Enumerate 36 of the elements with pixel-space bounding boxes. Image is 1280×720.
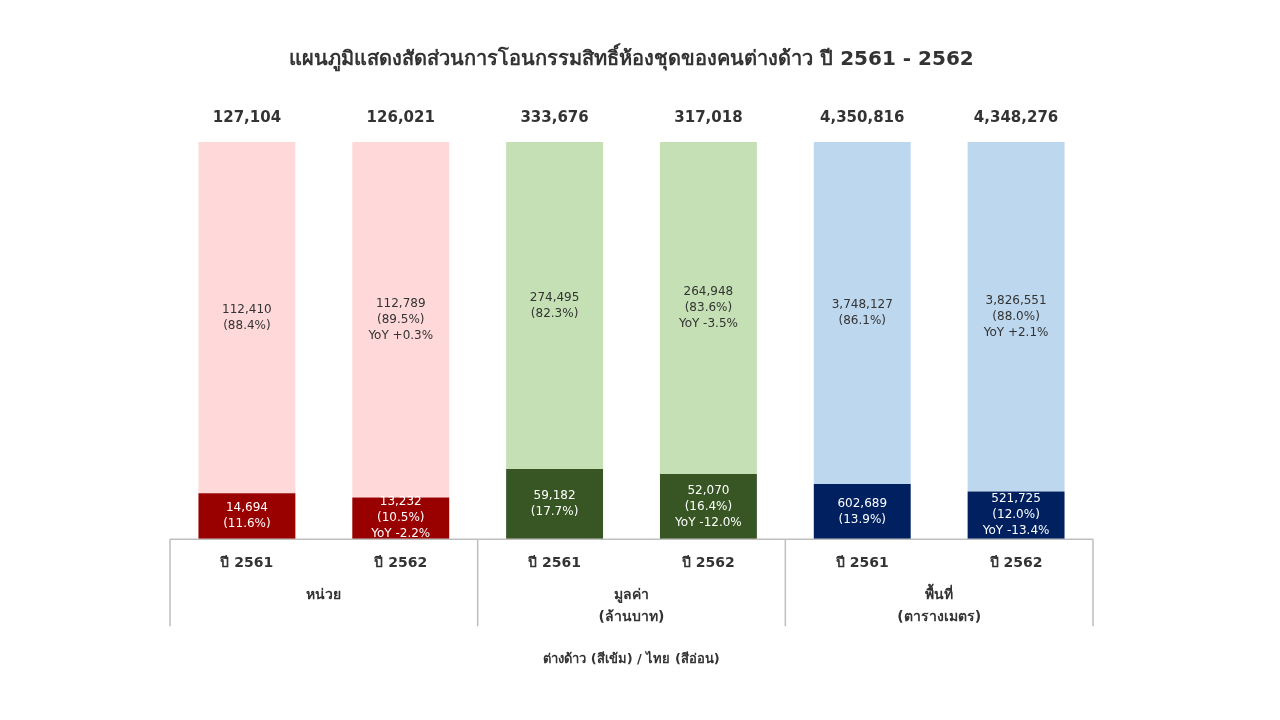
data-label: 112,410 (88.4%) [222,301,272,332]
data-label: 13,232 (10.5%) YoY -2.2% [370,494,431,541]
data-label: 274,495 (82.3%) [529,289,580,320]
x-tick-label: ปี 2561 [219,554,274,571]
bar [506,468,604,540]
text: 4,350,816 [820,107,905,126]
x-tick-label: ปี 2562 [988,554,1043,571]
x-tick-label: ปี 2562 [373,554,428,571]
data-label: 3,826,551 (88.0%) YoY +2.1% [982,292,1049,339]
x-tick-label: ปี 2561 [527,554,582,571]
data-label: 264,948 (83.6%) YoY -3.5% [677,284,738,331]
bar [352,142,450,498]
bar [813,142,911,484]
text: มูลค่า (ล้านบาท) [598,585,665,624]
text: หน่วย [306,585,342,602]
text: 333,676 [520,107,589,126]
text: 126,021 [366,107,435,126]
data-label: 602,689 (13.9%) [837,495,888,526]
bar [967,142,1065,492]
bar [659,142,757,475]
x-tick-label: ปี 2561 [834,554,889,571]
data-label: 521,725 (12.0%) YoY -13.4% [981,491,1050,538]
data-label: 112,789 (89.5%) YoY +0.3% [367,295,434,342]
text: 127,104 [212,107,282,126]
data-label: 59,182 (17.7%) [530,488,579,519]
data-label: 3,748,127 (86.1%) [831,297,893,328]
x-tick-label: ปี 2562 [680,554,735,571]
text: พื้นที่ (ตารางเมตร) [897,582,982,624]
data-label: 14,694 (11.6%) [223,500,271,531]
bar [506,142,604,469]
bar [198,142,296,494]
text: 4,348,276 [973,107,1059,126]
data-label: 52,070 (16.4%) YoY -12.0% [674,482,742,529]
text: ต่างด้าว (สีเข้ม) / ไทย (สีอ่อน) [543,649,720,666]
text: 317,018 [674,107,743,126]
chart-title: แผนภูมิแสดงสัดส่วนการโอนกรรมสิทธิ์ห้องชุดของคนต่างด้าว ปี 2561 - 2562 [289,43,974,73]
